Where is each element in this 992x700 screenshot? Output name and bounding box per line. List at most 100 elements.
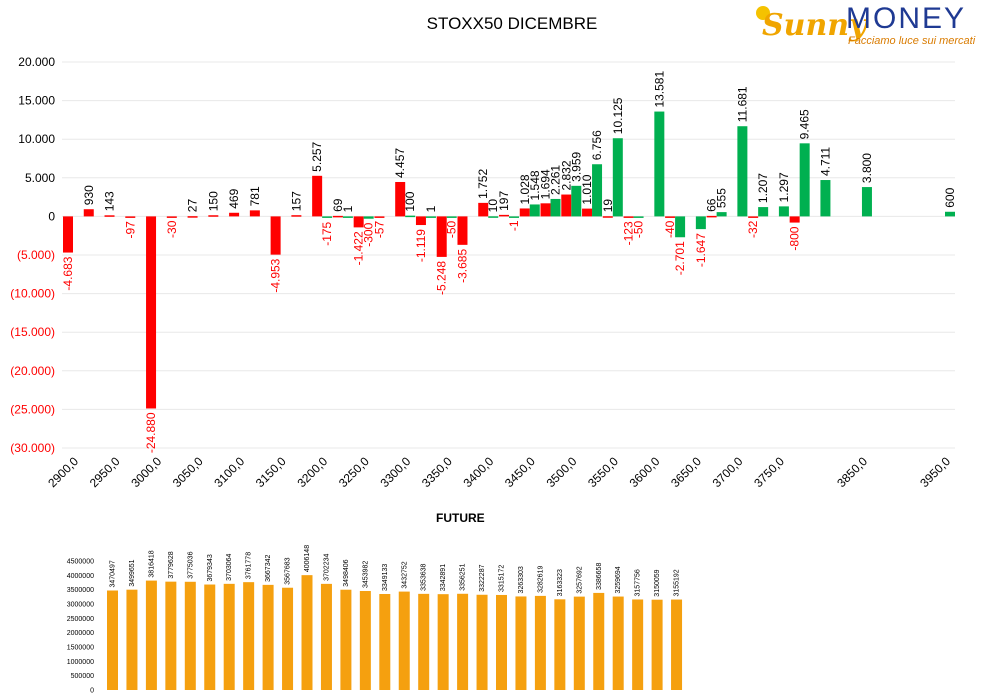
future-data-label: 4006148 <box>304 545 311 572</box>
red-bar <box>332 215 343 218</box>
chart-title: STOXX50 DICEMBRE <box>426 14 598 33</box>
green-bar <box>737 126 748 217</box>
future-y-tick-label: 4000000 <box>67 573 94 580</box>
y-tick-label: 20.000 <box>18 55 55 69</box>
x-tick-label: 3250,0 <box>336 454 372 490</box>
data-label: -50 <box>632 220 646 238</box>
data-label: 1.028 <box>518 174 532 204</box>
future-data-label: 3667342 <box>265 555 272 582</box>
green-bar <box>799 143 810 217</box>
future-bar <box>515 596 527 690</box>
future-data-label: 3353638 <box>421 564 428 591</box>
data-label: 4.711 <box>818 147 832 176</box>
future-bar <box>262 584 274 690</box>
future-bar <box>437 594 449 690</box>
red-bar <box>582 208 593 217</box>
future-bar <box>243 582 255 690</box>
future-data-label: 3315172 <box>499 565 506 592</box>
future-y-tick-label: 1000000 <box>67 659 94 666</box>
logo-money: MONEY <box>846 2 967 35</box>
logo-sunny: Sunny <box>762 8 867 43</box>
green-bar <box>695 216 706 230</box>
data-label: 157 <box>289 191 303 211</box>
future-bar <box>301 575 313 690</box>
data-label: 930 <box>82 185 96 205</box>
future-bar <box>476 594 488 690</box>
future-bar <box>282 587 294 690</box>
x-tick-label: 3300,0 <box>377 454 413 490</box>
red-bar <box>166 216 177 218</box>
data-label: 1.010 <box>580 174 594 204</box>
green-bar <box>509 216 519 218</box>
x-tick-label: 3000,0 <box>128 454 164 490</box>
data-label: -1 <box>507 220 521 231</box>
future-y-tick-label: 2500000 <box>67 616 94 623</box>
data-label: -5.248 <box>435 261 449 295</box>
red-bar <box>312 175 323 217</box>
data-label: -32 <box>746 220 760 238</box>
data-label: -50 <box>445 220 459 238</box>
data-label: 10 <box>486 199 500 213</box>
future-bar <box>573 596 585 690</box>
future-bar <box>126 589 138 690</box>
future-bar <box>340 589 352 690</box>
y-tick-label: 10.000 <box>18 132 55 146</box>
future-bar <box>496 594 507 690</box>
red-bar <box>665 216 676 218</box>
logo-tagline: Facciamo luce sui mercati <box>848 35 976 47</box>
data-label: 9.465 <box>798 109 812 139</box>
data-label: 3.959 <box>569 151 583 181</box>
future-y-tick-label: 0 <box>90 688 94 695</box>
green-bar <box>716 212 727 217</box>
future-data-label: 3155192 <box>674 569 681 596</box>
x-tick-label: 3350,0 <box>419 454 455 490</box>
data-label: -1.119 <box>414 229 428 262</box>
future-data-label: 3432752 <box>401 561 408 588</box>
future-data-label: 3470497 <box>110 560 117 587</box>
red-bar <box>457 216 468 245</box>
red-bar <box>395 181 406 217</box>
x-tick-label: 3400,0 <box>461 454 497 490</box>
data-label: 3.800 <box>860 153 874 183</box>
x-tick-label: 2950,0 <box>87 454 123 490</box>
data-label: 600 <box>943 187 957 207</box>
data-label: -4.683 <box>61 256 75 290</box>
data-label: -123 <box>622 221 636 245</box>
green-bar <box>633 216 644 218</box>
future-bar <box>418 593 430 690</box>
y-tick-label: (5.000) <box>17 248 55 262</box>
future-data-label: 3356251 <box>460 563 467 590</box>
red-bar <box>789 216 800 223</box>
future-bar <box>359 590 371 690</box>
future-bar <box>612 596 624 690</box>
future-bar <box>671 599 683 690</box>
main-bar-chart: 20.000 15.000 10.000 5.000 0 (5.000) (10.000) (… <box>10 55 957 490</box>
future-data-label: 3816418 <box>148 550 155 577</box>
red-bar <box>249 210 260 217</box>
data-label: -800 <box>788 226 802 250</box>
y-tick-label: 0 <box>48 209 55 223</box>
red-bar <box>353 216 364 228</box>
future-y-tick-label: 3000000 <box>67 602 94 609</box>
data-label: 1.207 <box>756 173 770 203</box>
red-bar <box>104 215 115 217</box>
green-bar <box>654 111 665 217</box>
future-data-label: 3163323 <box>557 569 564 596</box>
future-bar <box>223 583 235 690</box>
data-label: -57 <box>372 221 386 239</box>
x-tick-label: 2900,0 <box>45 454 81 490</box>
data-label: 6.756 <box>590 130 604 160</box>
future-bar <box>651 599 663 690</box>
x-tick-label: 3550,0 <box>585 454 621 490</box>
red-bar <box>519 208 530 217</box>
future-data-label: 3386658 <box>596 563 603 590</box>
green-bar <box>425 216 436 218</box>
x-tick-label: 3100,0 <box>211 454 247 490</box>
future-bar <box>320 583 332 690</box>
future-data-label: 3342891 <box>440 564 447 591</box>
future-bar <box>165 581 177 690</box>
green-bar <box>592 164 603 217</box>
future-data-label: 3702234 <box>323 554 330 581</box>
future-data-label: 3322287 <box>479 564 486 591</box>
data-label: 1.752 <box>476 169 490 199</box>
